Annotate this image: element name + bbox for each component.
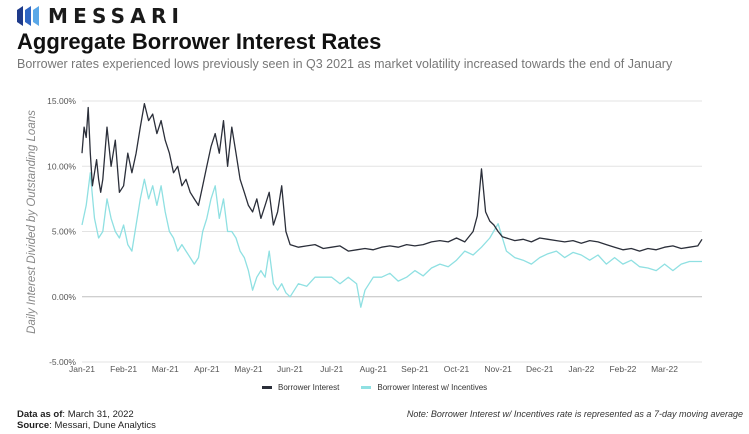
footer-meta: Data as of: March 31, 2022 Source: Messa… bbox=[17, 409, 156, 431]
x-tick-label: Feb-21 bbox=[110, 364, 137, 374]
legend-label-incentives: Borrower Interest w/ Incentives bbox=[377, 383, 488, 392]
x-tick-label: Feb-22 bbox=[609, 364, 636, 374]
source-label: Source bbox=[17, 420, 50, 431]
y-tick-label: 15.00% bbox=[47, 96, 76, 106]
footer-note: Note: Borrower Interest w/ Incentives ra… bbox=[406, 409, 743, 419]
source-value: Messari, Dune Analytics bbox=[54, 420, 156, 431]
data-as-of-label: Data as of bbox=[17, 409, 63, 420]
x-tick-label: Apr-21 bbox=[194, 364, 220, 374]
x-tick-label: Jan-21 bbox=[69, 364, 95, 374]
y-tick-label: 10.00% bbox=[47, 161, 76, 171]
legend-label-borrower: Borrower Interest bbox=[278, 383, 340, 392]
legend-item-borrower: Borrower Interest bbox=[262, 383, 339, 392]
line-chart: 15.00% 10.00% 5.00% 0.00% -5.00%Jan-21 Feb-21… bbox=[47, 96, 703, 374]
series-line-borrower-incentives bbox=[81, 172, 702, 308]
data-as-of-value: March 31, 2022 bbox=[67, 409, 134, 420]
x-tick-label: Jan-22 bbox=[568, 364, 594, 374]
brand-name: MESSARI bbox=[48, 4, 185, 28]
x-tick-label: Nov-21 bbox=[484, 364, 512, 374]
y-tick-label: 5.00% bbox=[52, 227, 77, 237]
legend-swatch-borrower bbox=[262, 386, 272, 389]
chart-title: Aggregate Borrower Interest Rates bbox=[17, 29, 382, 54]
x-tick-label: Mar-22 bbox=[651, 364, 678, 374]
x-tick-label: Jun-21 bbox=[277, 364, 303, 374]
legend-swatch-incentives bbox=[361, 386, 372, 389]
x-tick-label: Jul-21 bbox=[320, 364, 343, 374]
chart-legend: Borrower Interest Borrower Interest w/ I… bbox=[262, 383, 509, 392]
x-tick-label: Oct-21 bbox=[444, 364, 470, 374]
messari-logo-icon bbox=[17, 6, 39, 26]
x-tick-label: Aug-21 bbox=[360, 364, 388, 374]
y-tick-label: 0.00% bbox=[52, 292, 77, 302]
legend-item-incentives: Borrower Interest w/ Incentives bbox=[361, 383, 487, 392]
x-tick-label: Mar-21 bbox=[152, 364, 179, 374]
x-tick-label: May-21 bbox=[234, 364, 263, 374]
brand-logo: MESSARI bbox=[17, 4, 184, 28]
data-as-of: Data as of: March 31, 2022 bbox=[17, 409, 134, 420]
series-line-borrower-interest bbox=[81, 102, 703, 252]
x-tick-label: Sep-21 bbox=[401, 364, 429, 374]
x-tick-label: Dec-21 bbox=[526, 364, 554, 374]
chart-subtitle: Borrower rates experienced lows previous… bbox=[17, 57, 673, 71]
y-tick-label: -5.00% bbox=[49, 357, 76, 367]
source: Source: Messari, Dune Analytics bbox=[17, 420, 156, 431]
